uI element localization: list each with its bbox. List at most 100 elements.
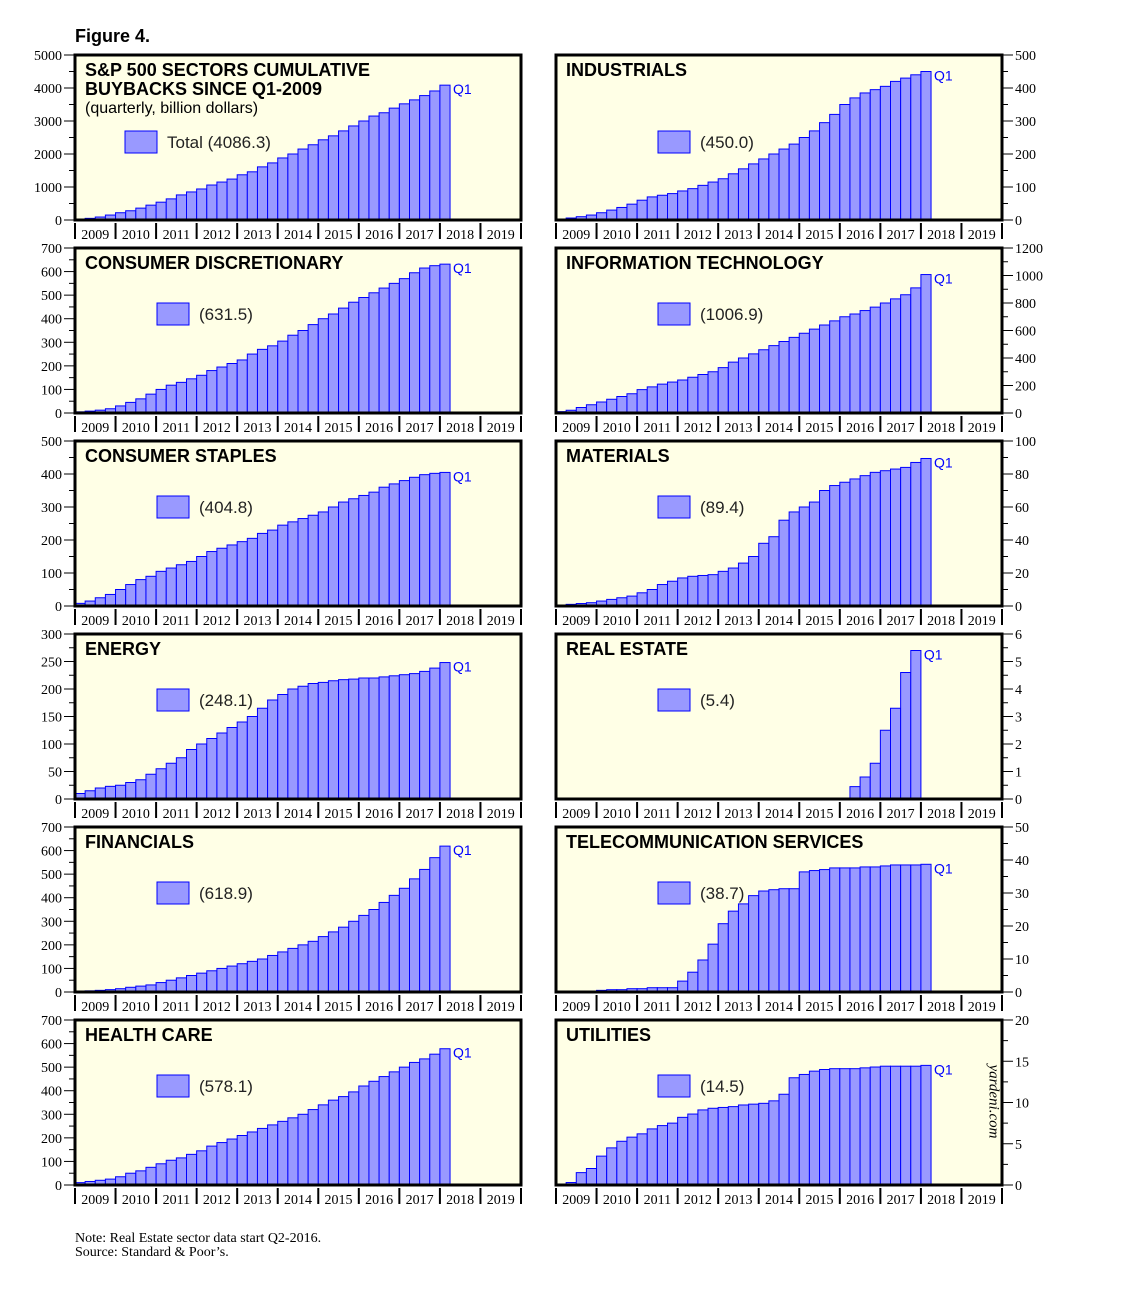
bar (186, 975, 198, 993)
bar (869, 89, 881, 221)
x-tick-label: 2016 (365, 807, 393, 822)
bar (920, 1064, 932, 1186)
x-tick-label: 2017 (887, 614, 915, 629)
bar (717, 570, 729, 607)
x-tick-label: 2012 (684, 807, 712, 822)
y-tick-label: 200 (41, 534, 62, 549)
bar (429, 265, 441, 414)
bar (687, 575, 699, 607)
bar (348, 125, 360, 221)
y-tick-label: 500 (41, 289, 62, 304)
bar (409, 99, 421, 221)
bar (798, 871, 810, 993)
bar (859, 475, 871, 607)
bar (196, 374, 208, 414)
bar (717, 923, 729, 993)
bar (327, 931, 340, 993)
x-tick-label: 2013 (724, 807, 752, 822)
bar (368, 491, 380, 607)
x-tick-label: 2013 (724, 1193, 752, 1208)
x-tick-label: 2011 (644, 228, 671, 243)
x-tick-label: 2010 (603, 1000, 631, 1015)
bar (206, 370, 218, 414)
x-tick-label: 2015 (806, 421, 834, 436)
bar (246, 716, 258, 800)
x-tick-label: 2011 (644, 807, 671, 822)
bar (910, 1065, 922, 1186)
x-tick-label: 2015 (325, 1000, 353, 1015)
x-tick-label: 2018 (446, 1193, 474, 1208)
bar (758, 890, 770, 993)
bar (104, 785, 117, 800)
bar (409, 476, 421, 607)
y-tick-label: 200 (41, 939, 62, 954)
bar (636, 1133, 648, 1186)
y-tick-label: 20 (1015, 920, 1029, 935)
bar (687, 188, 699, 221)
bar (758, 158, 770, 221)
x-tick-label: 2016 (365, 614, 393, 629)
bar (879, 1065, 892, 1186)
bar (287, 688, 299, 800)
bar (849, 97, 861, 221)
y-tick-label: 300 (41, 336, 62, 351)
bar (165, 762, 177, 800)
panel-title-line2: BUYBACKS SINCE Q1-2009 (85, 79, 322, 99)
bar (206, 970, 218, 993)
bar (297, 330, 309, 414)
bar (606, 398, 618, 414)
bar (778, 519, 790, 607)
bar (727, 361, 739, 414)
end-label: Q1 (453, 1045, 472, 1061)
bar (737, 903, 750, 993)
x-tick-label: 2012 (684, 421, 712, 436)
bar (808, 870, 821, 993)
y-tick-label: 400 (41, 313, 62, 328)
y-tick-label: 100 (1015, 181, 1036, 196)
bar (125, 782, 137, 800)
bar (768, 1100, 780, 1186)
bar (808, 130, 821, 221)
legend-label: (578.1) (199, 1077, 253, 1096)
bar (717, 367, 729, 414)
x-tick-label: 2013 (724, 614, 752, 629)
note-text: Note: Real Estate sector data start Q2-2… (75, 1231, 322, 1246)
x-tick-label: 2016 (846, 421, 874, 436)
bar (125, 584, 137, 607)
y-tick-label: 4 (1015, 683, 1022, 698)
x-tick-label: 2010 (603, 614, 631, 629)
y-tick-label: 600 (41, 845, 62, 860)
panel-title: S&P 500 SECTORS CUMULATIVE (85, 60, 370, 80)
bar (348, 301, 360, 414)
bar (656, 1125, 669, 1186)
bar (256, 532, 269, 607)
legend-swatch (657, 881, 691, 905)
bar (890, 468, 902, 607)
bar (768, 153, 780, 221)
y-tick-label: 600 (1015, 325, 1036, 340)
bar (358, 1085, 370, 1186)
x-tick-label: 2016 (846, 614, 874, 629)
bar (186, 560, 198, 607)
x-tick-label: 2017 (406, 421, 434, 436)
x-tick-label: 2009 (81, 228, 109, 243)
x-tick-label: 2019 (968, 614, 996, 629)
x-tick-label: 2012 (203, 614, 231, 629)
x-tick-label: 2018 (446, 1000, 474, 1015)
y-tick-label: 600 (41, 266, 62, 281)
bar (429, 90, 441, 221)
bar (758, 1102, 770, 1186)
x-tick-label: 2017 (887, 1193, 915, 1208)
panel-utilities: Q1 UTILITIES (14.5) 0 5 10 15 20 2009 2010 2011 201… (554, 1014, 1029, 1208)
bar (317, 1104, 329, 1186)
x-tick-label: 2019 (487, 807, 515, 822)
y-tick-label: 500 (41, 435, 62, 450)
x-tick-label: 2019 (487, 1193, 515, 1208)
bar (819, 490, 831, 607)
panel-title: ENERGY (85, 639, 161, 659)
bar (216, 967, 228, 993)
y-tick-label: 0 (1015, 793, 1022, 808)
x-tick-label: 2009 (562, 1000, 590, 1015)
bar (788, 1077, 800, 1186)
bar (135, 207, 147, 221)
